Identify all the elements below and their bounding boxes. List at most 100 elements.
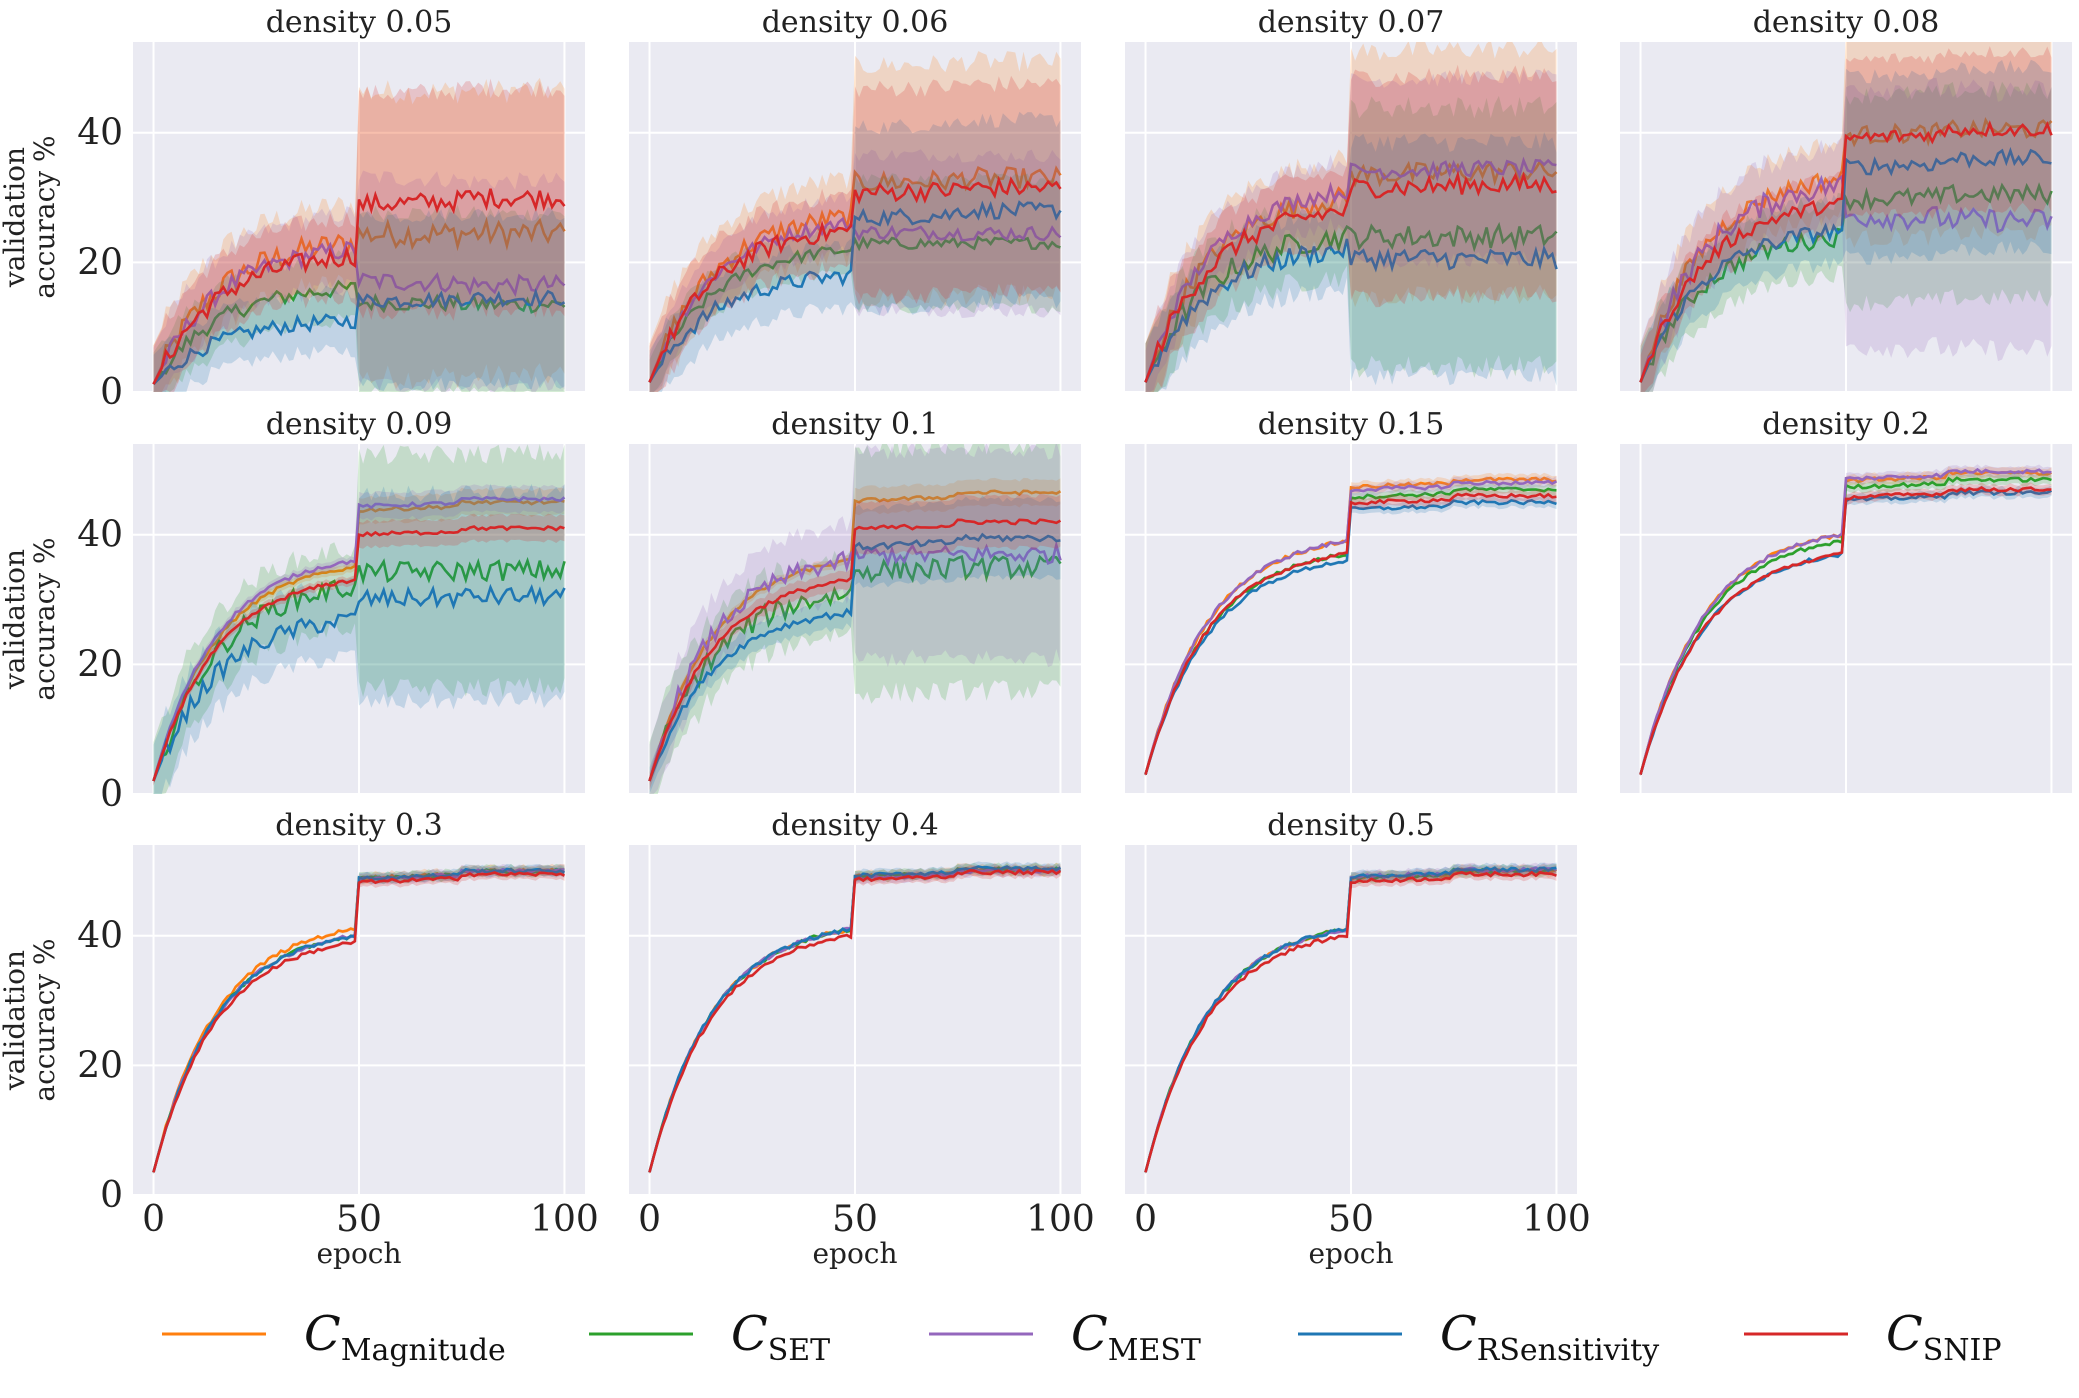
line-rsens — [648, 200, 1062, 383]
band-mest — [1640, 77, 2052, 392]
panel-density-0_07: density 0.07 — [1125, 5, 1577, 393]
line-rsens — [648, 865, 1062, 1173]
panel-density-0_08: density 0.08 — [1620, 5, 2072, 393]
panel-title: density 0.09 — [266, 407, 453, 442]
y-tick-label: 20 — [77, 1045, 123, 1086]
line-snip — [648, 868, 1062, 1173]
line-mest — [1144, 156, 1557, 383]
line-set — [1144, 221, 1558, 383]
x-tick-label: 0 — [638, 1199, 661, 1240]
line-mest — [1144, 479, 1558, 775]
series-group — [1144, 42, 1558, 392]
panel-title: density 0.06 — [762, 5, 949, 40]
line-snip — [1144, 870, 1557, 1173]
panel-density-0_2: density 0.2 — [1620, 407, 2072, 795]
line-rsens — [152, 287, 566, 386]
band-mest — [649, 444, 1061, 794]
line-snip — [1144, 492, 1557, 775]
band-set — [153, 444, 565, 794]
x-axis-label: epoch — [812, 1237, 897, 1270]
band-rsens — [649, 111, 1061, 392]
x-tick-label: 100 — [530, 1199, 599, 1240]
x-tick-label: 100 — [1026, 1199, 1095, 1240]
legend-item-mag: CMagnitude — [162, 1306, 506, 1368]
band-set — [1145, 95, 1557, 392]
y-axis-label-line: accuracy % — [28, 537, 61, 700]
y-axis-label-line: validation — [0, 950, 31, 1091]
x-tick-label: 0 — [142, 1199, 165, 1240]
panel-title: density 0.3 — [275, 808, 443, 843]
band-rsens — [649, 495, 1061, 794]
line-mest — [152, 495, 566, 782]
panel-title: density 0.08 — [1753, 5, 1940, 40]
line-rsens — [648, 532, 1061, 782]
panel-density-0_15: density 0.15 — [1125, 407, 1577, 795]
series-group — [1639, 42, 2053, 392]
x-tick-label: 50 — [1328, 1199, 1374, 1240]
panel-title: density 0.05 — [266, 5, 453, 40]
legend-label: CRSensitivity — [1440, 1306, 1659, 1368]
series-group — [1639, 464, 2053, 777]
y-tick-label: 0 — [100, 372, 123, 413]
line-snip — [152, 871, 566, 1173]
line-set — [648, 554, 1062, 782]
legend-label: CSNIP — [1886, 1306, 2002, 1368]
series-group — [648, 51, 1062, 392]
panel-title: density 0.07 — [1258, 5, 1445, 40]
panel-density-0_4: density 0.4 0 50 100 epoch — [629, 808, 1095, 1270]
y-axis-label: validationaccuracy % — [0, 135, 61, 298]
y-tick-label: 0 — [100, 1175, 123, 1216]
band-mest — [1145, 69, 1557, 392]
legend-item-snip: CSNIP — [1744, 1306, 2002, 1368]
panel-title: density 0.1 — [771, 407, 939, 442]
line-mest — [1639, 467, 2052, 775]
band-mag — [1145, 42, 1557, 392]
panel-title: density 0.2 — [1762, 407, 1930, 442]
series-group — [648, 444, 1062, 794]
panel-density-0_3: density 0.3 0 20 40 validationaccuracy % 0 50 1… — [0, 808, 599, 1270]
line-snip — [648, 518, 1062, 782]
band-snip — [153, 78, 565, 392]
line-snip — [152, 188, 566, 385]
legend-item-mest: CMEST — [929, 1306, 1201, 1368]
line-snip — [152, 525, 565, 782]
band-rsens — [1640, 59, 2052, 392]
y-axis-label: validationaccuracy % — [0, 938, 61, 1101]
panel-density-0_1: density 0.1 — [629, 407, 1081, 795]
band-snip — [649, 75, 1061, 392]
panel-title: density 0.15 — [1258, 407, 1445, 442]
legend-item-set: CSET — [589, 1306, 830, 1368]
x-tick-label: 0 — [1134, 1199, 1157, 1240]
line-rsens — [1144, 238, 1558, 383]
panel-title: density 0.4 — [771, 808, 939, 843]
series-group — [648, 861, 1062, 1175]
series-group — [152, 444, 566, 794]
line-snip — [1639, 485, 2052, 775]
x-axis-label: epoch — [1308, 1237, 1393, 1270]
series-group — [1144, 862, 1558, 1175]
series-group — [152, 863, 566, 1175]
line-mag — [152, 216, 566, 385]
y-axis-label-line: validation — [0, 147, 31, 288]
y-tick-label: 40 — [77, 113, 123, 154]
series-group — [1144, 472, 1558, 777]
line-rsens — [1639, 146, 2052, 383]
y-axis-label-line: accuracy % — [28, 135, 61, 298]
y-tick-label: 20 — [77, 242, 123, 283]
legend-label: CMagnitude — [304, 1306, 506, 1368]
x-tick-label: 100 — [1522, 1199, 1591, 1240]
panel-density-0_06: density 0.06 — [629, 5, 1081, 393]
legend-item-rsens: CRSensitivity — [1298, 1306, 1659, 1368]
legend-label: CMEST — [1071, 1306, 1201, 1368]
band-snip — [649, 493, 1061, 791]
legend: CMagnitude CSET CMEST CRSensitivity CSNIP — [162, 1306, 2002, 1368]
line-set — [648, 235, 1061, 383]
line-mest — [152, 240, 566, 385]
line-rsens — [1144, 866, 1557, 1173]
line-snip — [648, 175, 1062, 383]
y-axis-label: validationaccuracy % — [0, 537, 61, 700]
x-axis-label: epoch — [316, 1237, 401, 1270]
line-snip — [1639, 120, 2053, 383]
y-tick-label: 20 — [77, 644, 123, 685]
